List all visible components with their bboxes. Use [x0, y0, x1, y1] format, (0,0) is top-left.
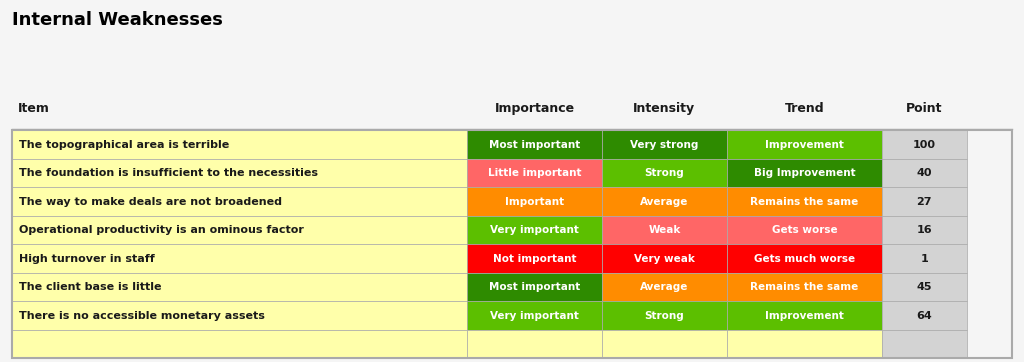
Text: Strong: Strong: [644, 311, 684, 321]
FancyBboxPatch shape: [882, 216, 967, 244]
FancyBboxPatch shape: [602, 273, 727, 301]
Text: Intensity: Intensity: [634, 102, 695, 115]
FancyBboxPatch shape: [882, 301, 967, 330]
Text: 16: 16: [916, 225, 932, 235]
FancyBboxPatch shape: [602, 244, 727, 273]
FancyBboxPatch shape: [467, 301, 602, 330]
Text: Item: Item: [17, 102, 49, 115]
FancyBboxPatch shape: [467, 216, 602, 244]
FancyBboxPatch shape: [12, 216, 467, 244]
Text: Very important: Very important: [490, 311, 579, 321]
Text: The foundation is insufficient to the necessities: The foundation is insufficient to the ne…: [19, 168, 318, 178]
Text: Most important: Most important: [488, 140, 581, 150]
Text: 45: 45: [916, 282, 932, 292]
FancyBboxPatch shape: [882, 188, 967, 216]
FancyBboxPatch shape: [602, 301, 727, 330]
Text: The way to make deals are not broadened: The way to make deals are not broadened: [19, 197, 283, 207]
FancyBboxPatch shape: [467, 330, 602, 358]
Text: Improvement: Improvement: [765, 311, 844, 321]
Text: High turnover in staff: High turnover in staff: [19, 254, 156, 264]
FancyBboxPatch shape: [467, 244, 602, 273]
Text: Average: Average: [640, 282, 688, 292]
FancyBboxPatch shape: [727, 159, 882, 188]
FancyBboxPatch shape: [12, 244, 467, 273]
Text: Average: Average: [640, 197, 688, 207]
Text: Very weak: Very weak: [634, 254, 695, 264]
Text: Very important: Very important: [490, 225, 579, 235]
FancyBboxPatch shape: [882, 130, 967, 159]
FancyBboxPatch shape: [882, 244, 967, 273]
Text: 100: 100: [912, 140, 936, 150]
FancyBboxPatch shape: [727, 273, 882, 301]
FancyBboxPatch shape: [467, 159, 602, 188]
Text: Weak: Weak: [648, 225, 681, 235]
FancyBboxPatch shape: [602, 130, 727, 159]
Text: Operational productivity is an ominous factor: Operational productivity is an ominous f…: [19, 225, 304, 235]
Text: There is no accessible monetary assets: There is no accessible monetary assets: [19, 311, 265, 321]
Text: Not important: Not important: [493, 254, 577, 264]
FancyBboxPatch shape: [12, 273, 467, 301]
FancyBboxPatch shape: [727, 216, 882, 244]
FancyBboxPatch shape: [602, 188, 727, 216]
FancyBboxPatch shape: [467, 273, 602, 301]
FancyBboxPatch shape: [882, 330, 967, 358]
Text: Remains the same: Remains the same: [751, 282, 858, 292]
Text: Little important: Little important: [487, 168, 582, 178]
Text: The topographical area is terrible: The topographical area is terrible: [19, 140, 229, 150]
Text: Important: Important: [505, 197, 564, 207]
Text: The client base is little: The client base is little: [19, 282, 162, 292]
FancyBboxPatch shape: [727, 301, 882, 330]
FancyBboxPatch shape: [467, 130, 602, 159]
Text: Gets much worse: Gets much worse: [754, 254, 855, 264]
Text: Strong: Strong: [644, 168, 684, 178]
Text: 27: 27: [916, 197, 932, 207]
FancyBboxPatch shape: [12, 188, 467, 216]
Text: 1: 1: [921, 254, 928, 264]
FancyBboxPatch shape: [12, 301, 467, 330]
FancyBboxPatch shape: [727, 188, 882, 216]
Text: Big Improvement: Big Improvement: [754, 168, 855, 178]
Text: Internal Weaknesses: Internal Weaknesses: [12, 11, 223, 29]
Text: Very strong: Very strong: [630, 140, 698, 150]
FancyBboxPatch shape: [12, 330, 467, 358]
Text: 64: 64: [916, 311, 932, 321]
FancyBboxPatch shape: [727, 244, 882, 273]
FancyBboxPatch shape: [12, 159, 467, 188]
Text: Remains the same: Remains the same: [751, 197, 858, 207]
FancyBboxPatch shape: [882, 159, 967, 188]
Text: Gets worse: Gets worse: [771, 225, 838, 235]
FancyBboxPatch shape: [727, 330, 882, 358]
FancyBboxPatch shape: [602, 330, 727, 358]
FancyBboxPatch shape: [12, 130, 467, 159]
Text: Trend: Trend: [784, 102, 824, 115]
Text: Improvement: Improvement: [765, 140, 844, 150]
FancyBboxPatch shape: [882, 273, 967, 301]
Text: Point: Point: [906, 102, 942, 115]
FancyBboxPatch shape: [467, 188, 602, 216]
Text: 40: 40: [916, 168, 932, 178]
Text: Importance: Importance: [495, 102, 574, 115]
Text: Most important: Most important: [488, 282, 581, 292]
FancyBboxPatch shape: [727, 130, 882, 159]
FancyBboxPatch shape: [602, 159, 727, 188]
FancyBboxPatch shape: [602, 216, 727, 244]
